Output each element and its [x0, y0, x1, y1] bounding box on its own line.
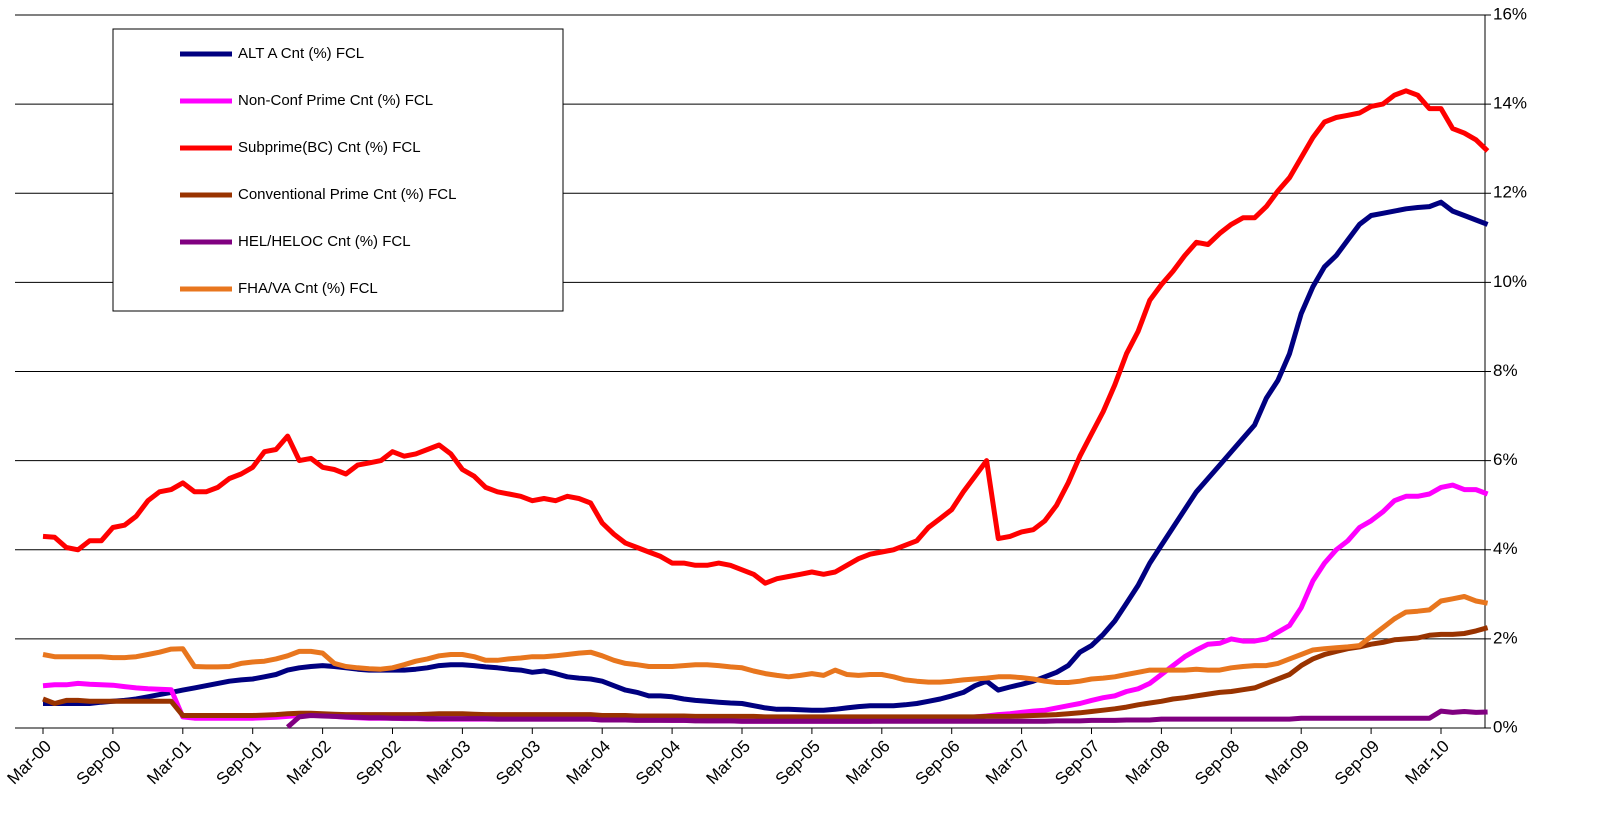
x-tick-label: Mar-06 [842, 737, 894, 789]
y-tick-label: 14% [1493, 94, 1527, 113]
series-line [42, 594, 1489, 685]
x-tick-label: Sep-09 [1331, 737, 1383, 789]
y-tick-label: 6% [1493, 450, 1518, 469]
series-line [42, 625, 1489, 720]
series-line [42, 88, 1490, 586]
legend-box [112, 28, 564, 312]
x-tick-label: Sep-06 [911, 737, 963, 789]
y-tick-label: 16% [1493, 4, 1527, 23]
y-tick-label: 10% [1493, 272, 1527, 291]
x-tick-label: Sep-08 [1191, 737, 1243, 789]
legend-label: Conventional Prime Cnt (%) FCL [238, 186, 456, 203]
x-tick-label: Mar-00 [3, 737, 55, 789]
y-tick-label: 12% [1493, 183, 1527, 202]
legend-label: Subprime(BC) Cnt (%) FCL [238, 139, 421, 156]
y-tick-label: 4% [1493, 539, 1518, 558]
series-line [42, 482, 1489, 724]
x-tick-label: Sep-02 [352, 737, 404, 789]
x-tick-label: Mar-03 [423, 737, 475, 789]
legend-label: FHA/VA Cnt (%) FCL [238, 280, 378, 297]
x-tick-label: Mar-05 [702, 737, 754, 789]
x-tick-label: Mar-04 [563, 737, 615, 789]
y-tick-label: 0% [1493, 717, 1518, 736]
x-tick-label: Sep-00 [73, 737, 125, 789]
x-tick-label: Mar-07 [982, 737, 1034, 789]
x-tick-label: Sep-04 [632, 737, 684, 789]
x-tick-label: Sep-01 [212, 737, 264, 789]
y-tick-label: 2% [1493, 628, 1518, 647]
x-tick-label: Sep-07 [1051, 737, 1103, 789]
legend-label: ALT A Cnt (%) FCL [238, 45, 364, 62]
series-line [43, 199, 1489, 713]
x-tick-label: Mar-09 [1262, 737, 1314, 789]
series-line [285, 708, 1488, 729]
x-tick-label: Sep-03 [492, 737, 544, 789]
x-tick-label: Mar-08 [1122, 737, 1174, 789]
y-tick-label: 8% [1493, 361, 1518, 380]
legend-label: Non-Conf Prime Cnt (%) FCL [238, 92, 433, 109]
x-tick-label: Mar-01 [143, 737, 195, 789]
x-tick-label: Sep-05 [772, 737, 824, 789]
x-tick-label: Mar-10 [1401, 737, 1453, 789]
x-tick-label: Mar-02 [283, 737, 335, 789]
legend: ALT A Cnt (%) FCL Non-Conf Prime Cnt (%) … [112, 28, 564, 312]
legend-label: HEL/HELOC Cnt (%) FCL [238, 233, 411, 250]
